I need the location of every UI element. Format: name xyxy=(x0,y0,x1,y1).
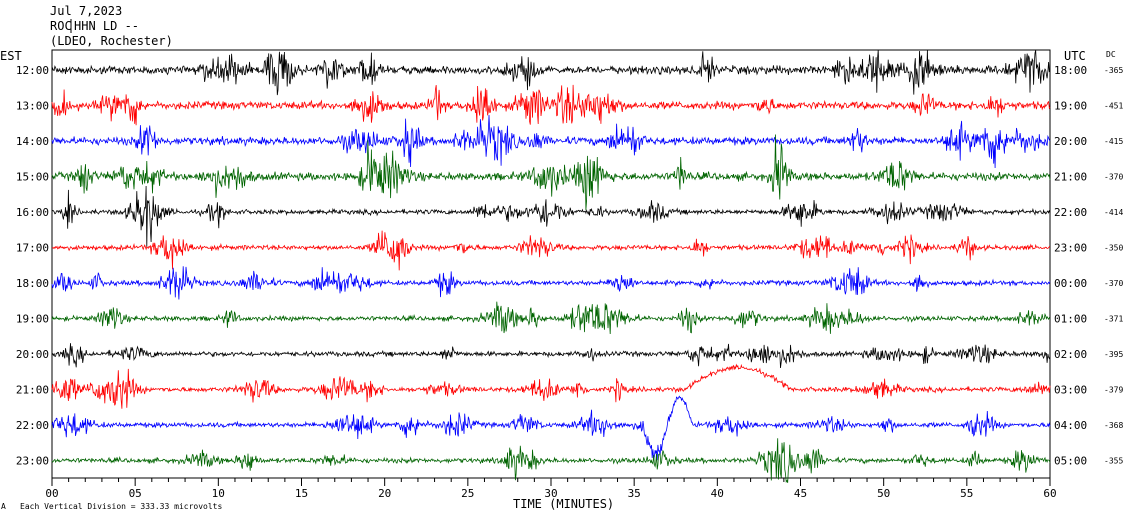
left-time-label: 15:00 xyxy=(16,171,49,184)
dc-value: -371 xyxy=(1104,315,1123,324)
trace-2 xyxy=(51,114,1051,169)
dc-value: -395 xyxy=(1104,350,1123,359)
left-time-label: 19:00 xyxy=(16,313,49,326)
right-axis-title: UTC xyxy=(1064,49,1086,63)
trace-10 xyxy=(51,395,1051,461)
right-time-label: 22:00 xyxy=(1054,206,1087,219)
left-time-label: 20:00 xyxy=(16,348,49,361)
left-time-label: 17:00 xyxy=(16,242,49,255)
right-time-label: 23:00 xyxy=(1054,242,1087,255)
x-tick-label: 15 xyxy=(295,487,308,500)
x-tick-label: 25 xyxy=(461,487,474,500)
x-axis-label: TIME (MINUTES) xyxy=(513,497,614,511)
left-time-label: 18:00 xyxy=(16,277,49,290)
footer-mark: A xyxy=(1,502,6,511)
trace-0 xyxy=(51,49,1051,96)
date-label: Jul 7,2023 xyxy=(50,4,122,18)
left-time-label: 23:00 xyxy=(16,455,49,468)
trace-1 xyxy=(51,84,1051,126)
dc-value: -415 xyxy=(1104,137,1123,146)
left-time-label: 12:00 xyxy=(16,64,49,77)
right-time-label: 19:00 xyxy=(1054,100,1087,113)
x-tick-label: 40 xyxy=(711,487,724,500)
right-time-label: 00:00 xyxy=(1054,277,1087,290)
dc-value: -451 xyxy=(1104,102,1123,111)
right-time-label: 01:00 xyxy=(1054,313,1087,326)
footer-note: Each Vertical Division = 333.33 microvol… xyxy=(20,502,222,511)
x-tick-label: 05 xyxy=(129,487,142,500)
dc-value: -370 xyxy=(1104,173,1123,182)
x-tick-label: 45 xyxy=(794,487,807,500)
right-time-label: 02:00 xyxy=(1054,348,1087,361)
traces-group xyxy=(51,49,1051,484)
trace-4 xyxy=(51,185,1051,248)
dc-title: DC xyxy=(1106,50,1116,59)
right-time-label: 03:00 xyxy=(1054,384,1087,397)
station-channel: HHN LD -- xyxy=(74,19,139,33)
left-time-label: 22:00 xyxy=(16,419,49,432)
dc-value: -370 xyxy=(1104,279,1123,288)
trace-5 xyxy=(51,230,1051,271)
trace-8 xyxy=(51,343,1051,369)
left-time-label: 21:00 xyxy=(16,384,49,397)
trace-3 xyxy=(51,134,1051,211)
dc-value: -355 xyxy=(1104,457,1123,466)
x-axis: 00 05 10 15 20 25 30 35 40 45 50 55 60 xyxy=(45,478,1057,500)
dc-value: -365 xyxy=(1104,66,1123,75)
x-tick-label: 10 xyxy=(212,487,225,500)
right-time-label: 05:00 xyxy=(1054,455,1087,468)
x-tick-label: 55 xyxy=(960,487,973,500)
trace-11 xyxy=(51,438,1051,484)
network-label: (LDEO, Rochester) xyxy=(50,34,173,48)
trace-9 xyxy=(51,363,1051,409)
dc-value: -379 xyxy=(1104,386,1123,395)
right-time-label: 04:00 xyxy=(1054,419,1087,432)
dc-value: -368 xyxy=(1104,421,1123,430)
x-tick-label: 35 xyxy=(628,487,641,500)
x-tick-label: 20 xyxy=(378,487,391,500)
left-axis-title: EST xyxy=(0,49,22,63)
right-time-label: 20:00 xyxy=(1054,135,1087,148)
row-labels-group: 12:00 18:00 -365 13:00 19:00 -451 14:00 20:00 -4… xyxy=(16,64,1124,468)
trace-7 xyxy=(51,301,1051,335)
dc-value: -350 xyxy=(1104,244,1123,253)
left-time-label: 13:00 xyxy=(16,100,49,113)
x-tick-label: 60 xyxy=(1043,487,1056,500)
dc-value: -414 xyxy=(1104,208,1123,217)
x-tick-label: 50 xyxy=(877,487,890,500)
plot-frame xyxy=(51,49,1051,479)
right-time-label: 21:00 xyxy=(1054,171,1087,184)
trace-6 xyxy=(51,266,1051,300)
x-tick-label: 30 xyxy=(544,487,557,500)
left-time-label: 14:00 xyxy=(16,135,49,148)
x-tick-label: 00 xyxy=(45,487,58,500)
station-prefix: ROC xyxy=(50,19,72,33)
left-time-label: 16:00 xyxy=(16,206,49,219)
right-time-label: 18:00 xyxy=(1054,64,1087,77)
